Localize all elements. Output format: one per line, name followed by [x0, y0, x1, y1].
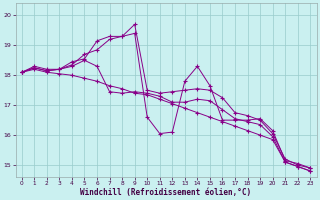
- X-axis label: Windchill (Refroidissement éolien,°C): Windchill (Refroidissement éolien,°C): [80, 188, 252, 197]
